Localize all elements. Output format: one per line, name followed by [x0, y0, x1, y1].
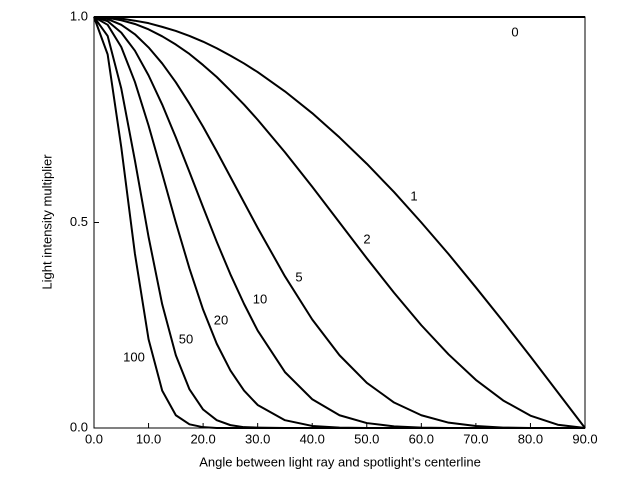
x-axis-label: Angle between light ray and spotlight’s …	[199, 454, 481, 469]
x-tick-label: 0.0	[85, 431, 103, 446]
curve-label: 0	[511, 24, 518, 39]
x-tick-label: 60.0	[409, 431, 434, 446]
x-tick-label: 10.0	[136, 431, 161, 446]
curve-label: 2	[363, 231, 370, 246]
x-tick-label: 40.0	[300, 431, 325, 446]
curve	[93, 16, 586, 429]
x-tick-label: 90.0	[572, 431, 597, 446]
x-tick-label: 30.0	[245, 431, 270, 446]
curve-label: 5	[295, 269, 302, 284]
curve	[93, 16, 586, 429]
y-tick-label: 0.0	[70, 419, 88, 434]
x-tick-label: 20.0	[190, 431, 215, 446]
x-tick-label: 50.0	[354, 431, 379, 446]
y-tick-label: 0.5	[70, 214, 88, 229]
y-tick-label: 1.0	[70, 8, 88, 23]
curve-label: 10	[253, 291, 267, 306]
curve-label: 1	[410, 188, 417, 203]
y-axis-label: Light intensity multiplier	[39, 154, 54, 290]
x-tick-label: 70.0	[463, 431, 488, 446]
curve-label: 100	[123, 349, 145, 364]
x-tick-label: 80.0	[518, 431, 543, 446]
curve-label: 50	[179, 331, 193, 346]
curve	[93, 16, 585, 429]
curve-label: 20	[214, 312, 228, 327]
curve	[93, 16, 585, 429]
